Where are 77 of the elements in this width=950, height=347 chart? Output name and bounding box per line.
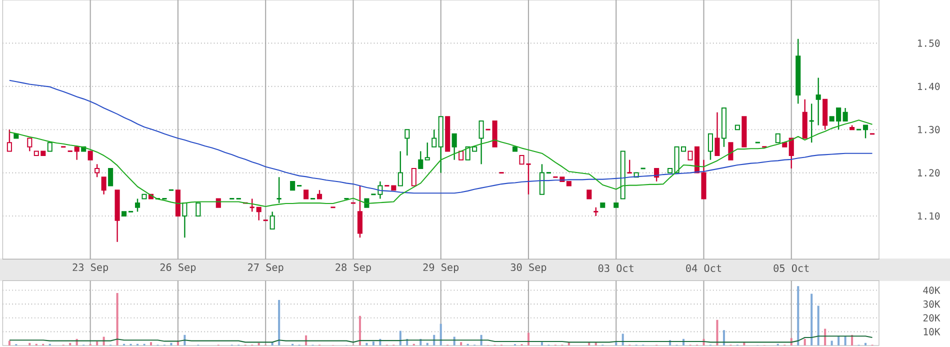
candlestick: [478, 120, 484, 165]
candlestick: [714, 112, 720, 156]
bar: [824, 328, 826, 346]
x-tick-label: 26 Sep: [160, 263, 196, 274]
bar: [116, 293, 118, 346]
y-tick-label: 1.20: [918, 169, 940, 176]
candlestick: [74, 146, 80, 160]
candlestick: [452, 133, 457, 160]
candlestick: [708, 133, 714, 160]
bar: [372, 341, 374, 346]
bar: [838, 336, 840, 346]
bar: [69, 342, 72, 346]
candlestick: [404, 129, 410, 156]
candlestick: [863, 124, 868, 139]
y-tick-label: 1.50: [918, 40, 940, 47]
candlestick: [539, 164, 544, 195]
x-tick-label: 05 Oct: [774, 264, 809, 272]
candlestick: [135, 198, 140, 212]
candlestick: [418, 150, 424, 170]
candlestick: [842, 107, 848, 122]
bar: [804, 338, 806, 346]
x-tick-label: 29 Sep: [423, 263, 459, 274]
x-tick-label: 23 Sep: [72, 263, 108, 274]
y-tick-label: 10K: [924, 328, 940, 336]
bar: [797, 286, 800, 346]
bar: [28, 342, 31, 346]
candlestick: [276, 176, 282, 204]
candlestick: [808, 103, 815, 144]
y-tick-label: 40K: [923, 286, 940, 294]
bar: [830, 340, 833, 346]
candlestick: [788, 138, 794, 170]
candlestick: [728, 142, 734, 160]
bar: [864, 342, 867, 346]
bar: [366, 342, 368, 346]
candlestick: [626, 159, 633, 174]
y-tick-label: 1.40: [918, 82, 940, 90]
candlestick: [256, 206, 262, 221]
candlestick: [432, 129, 437, 148]
y-tick-label: 1.30: [918, 126, 940, 134]
y-tick-label: 1.10: [918, 212, 940, 220]
candlestick: [182, 202, 188, 238]
x-tick-label: 30 Sep: [510, 263, 546, 274]
candlestick: [27, 138, 32, 152]
candlestick: [196, 202, 201, 217]
candlestick: [6, 129, 12, 152]
bar: [96, 341, 98, 346]
x-tick-label: 28 Sep: [336, 263, 371, 274]
y-tick-label: 30K: [923, 300, 940, 308]
bar: [844, 336, 846, 346]
candlestick: [101, 176, 106, 195]
bar: [8, 340, 10, 346]
bar: [170, 342, 172, 346]
candlestick: [94, 164, 100, 178]
bar: [615, 342, 618, 346]
candlestick: [249, 198, 256, 212]
bar: [817, 306, 820, 346]
x-tick-label: 27 Sep: [248, 263, 284, 274]
candlestick: [270, 211, 275, 230]
bar: [722, 330, 725, 346]
bar: [810, 294, 813, 346]
bar: [460, 342, 462, 346]
candlestick: [424, 142, 430, 160]
bar: [278, 300, 280, 346]
x-tick-label: 04 Oct: [686, 264, 722, 272]
bar: [358, 316, 361, 346]
y-tick-label: 20K: [923, 314, 940, 322]
candlestick: [357, 185, 362, 238]
x-tick-label: 03 Oct: [598, 264, 634, 272]
bar: [258, 342, 260, 346]
bar: [426, 342, 428, 346]
bar: [540, 342, 543, 346]
bar: [440, 324, 442, 346]
candlestick: [816, 77, 821, 126]
candlestick: [411, 168, 416, 186]
candlestick: [398, 150, 403, 186]
candlestick: [108, 168, 114, 186]
bar: [150, 342, 152, 346]
